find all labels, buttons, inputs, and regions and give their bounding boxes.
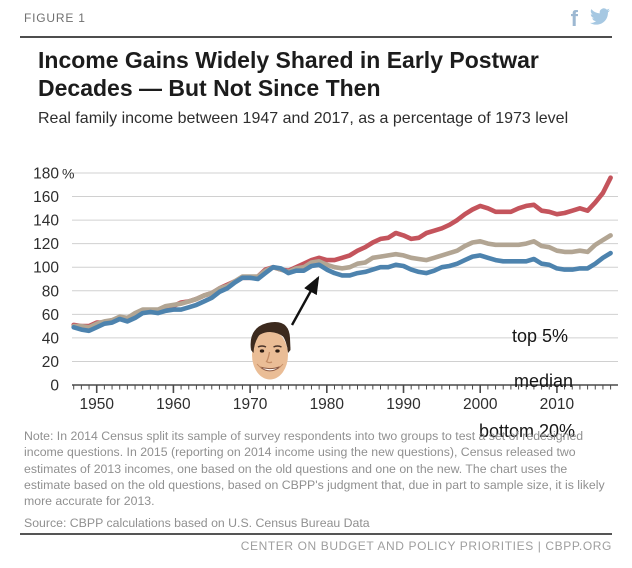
y-tick-label-120: 120 xyxy=(33,236,59,253)
footer-divider xyxy=(20,533,612,535)
footer-credit: CENTER ON BUDGET AND POLICY PRIORITIES |… xyxy=(240,539,612,553)
y-tick-label-60: 60 xyxy=(42,307,60,324)
series-layer xyxy=(71,175,613,334)
y-tick-label-160: 160 xyxy=(33,189,59,206)
x-tick-label-2010: 2010 xyxy=(540,396,575,410)
twitter-share-icon[interactable] xyxy=(590,8,610,30)
x-tick-label-1990: 1990 xyxy=(386,396,421,410)
y-axis-unit: % xyxy=(62,165,74,181)
reagan-photo xyxy=(247,320,293,381)
axis-layer: 0 20 40 60 80 100 120 140 160 180 % 1950 1960 1970 198… xyxy=(33,165,618,413)
header-divider xyxy=(20,36,612,38)
x-tick-label-1980: 1980 xyxy=(310,396,345,410)
source-text: Source: CBPP calculations based on U.S. … xyxy=(24,515,370,530)
x-tick-label-1960: 1960 xyxy=(156,396,191,410)
x-tick-label-1970: 1970 xyxy=(233,396,268,410)
y-tick-label-140: 140 xyxy=(33,213,59,230)
note-text: Note: In 2014 Census split its sample of… xyxy=(24,429,605,509)
y-tick-label-40: 40 xyxy=(42,330,60,347)
y-tick-label-0: 0 xyxy=(50,378,59,395)
arrow-annotation xyxy=(290,275,320,326)
chart-title: Income Gains Widely Shared in Early Post… xyxy=(38,47,539,102)
y-tick-label-20: 20 xyxy=(42,354,60,371)
y-tick-label-80: 80 xyxy=(42,283,60,300)
chart-subtitle: Real family income between 1947 and 2017… xyxy=(38,110,569,127)
income-chart-area: 0 20 40 60 80 100 120 140 160 180% 1950 1960 1970 198… xyxy=(0,150,632,441)
figure-label: FIGURE 1 xyxy=(24,11,86,25)
series-label-bottom20: bottom 20% xyxy=(479,421,576,441)
social-share-buttons: f xyxy=(571,7,610,31)
series-line-top-5- xyxy=(71,175,613,329)
series-label-top5: top 5% xyxy=(512,326,569,346)
series-line-median xyxy=(71,233,613,330)
series-line-bottom-20- xyxy=(71,250,613,334)
x-tick-label-1950: 1950 xyxy=(79,396,114,410)
footnotes: Note: In 2014 Census split its sample of… xyxy=(24,428,610,530)
facebook-share-icon[interactable]: f xyxy=(570,6,578,31)
x-tick-label-2000: 2000 xyxy=(463,396,498,410)
y-tick-label-100: 100 xyxy=(33,260,59,277)
y-tick-label-180: 180 xyxy=(33,165,59,182)
series-label-median: median xyxy=(514,371,574,391)
income-chart: 0 20 40 60 80 100 120 140 160 180 % 1950 1960 1970 198… xyxy=(33,165,618,413)
